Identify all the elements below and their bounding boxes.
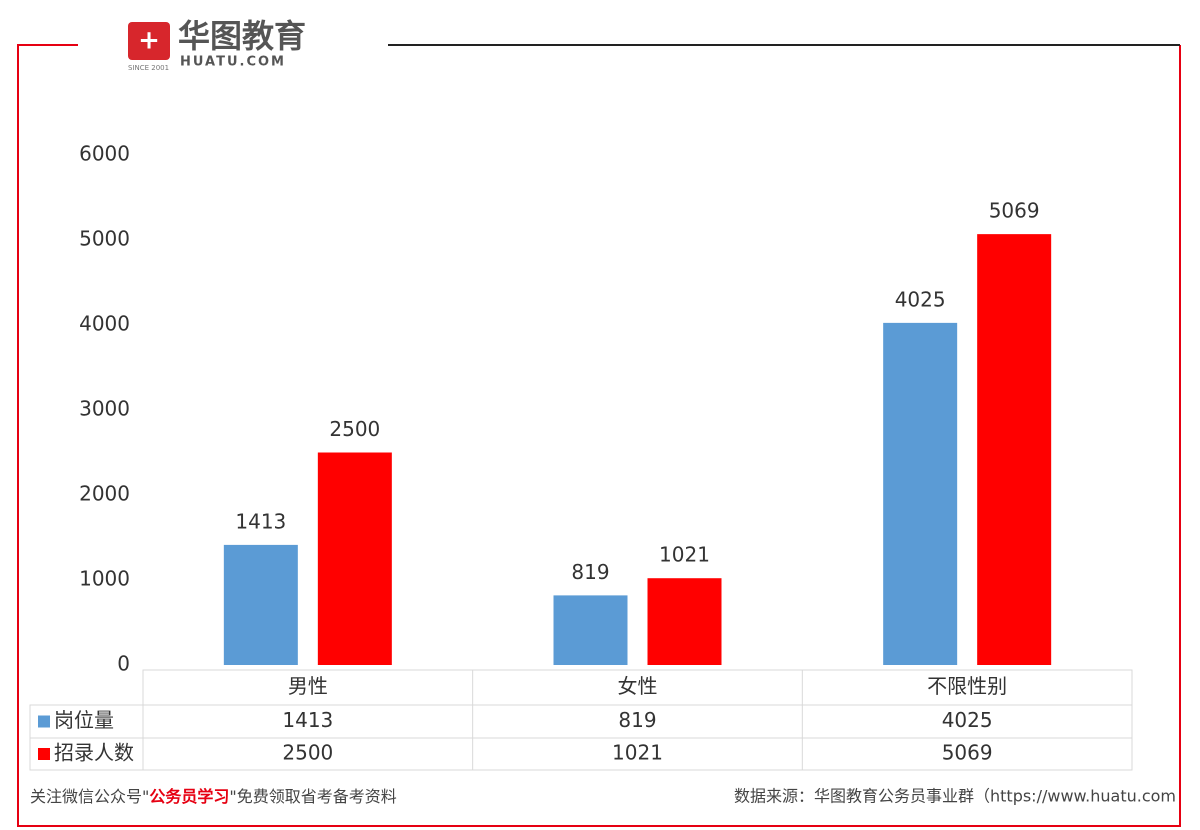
- logo-icon: [128, 22, 170, 60]
- frame: [17, 44, 1181, 827]
- logo-glyph: +: [138, 26, 160, 56]
- y-tick-label: 6000: [79, 142, 130, 166]
- y-tick-label: 2000: [79, 482, 130, 506]
- y-tick-label: 3000: [79, 397, 130, 421]
- table-cell: 1021: [612, 741, 663, 765]
- table-cell: 1413: [282, 708, 333, 732]
- logo-since: SINCE 2001: [128, 64, 169, 72]
- y-tick-label: 4000: [79, 312, 130, 336]
- x-tick-label: 女性: [618, 674, 658, 698]
- data-label: 2500: [329, 417, 380, 441]
- data-label: 5069: [989, 199, 1040, 223]
- y-tick-label: 0: [117, 652, 130, 676]
- footer-source: 数据来源：华图教育公务员事业群（https://www.huatu.com: [734, 787, 1176, 806]
- logo-site: HUATU.COM: [180, 55, 286, 70]
- legend-swatch: [38, 715, 50, 728]
- y-tick-label: 5000: [79, 227, 130, 251]
- legend-label: 岗位量: [54, 708, 114, 732]
- y-tick-label: 1000: [79, 567, 130, 591]
- data-label: 1413: [235, 509, 286, 533]
- bar: [977, 234, 1052, 665]
- bar: [883, 322, 958, 665]
- data-label: 819: [571, 560, 609, 584]
- table-cell: 5069: [942, 741, 993, 765]
- footer-highlight: 公务员学习: [149, 787, 229, 806]
- footer-suffix: "免费领取省考备考资料: [229, 787, 396, 806]
- x-tick-label: 不限性别: [927, 674, 1007, 698]
- bar: [647, 578, 722, 665]
- footer-prefix: 关注微信公众号": [30, 787, 149, 806]
- bar: [223, 544, 298, 665]
- x-tick-label: 男性: [288, 674, 328, 698]
- legend-label: 招录人数: [54, 741, 134, 765]
- bar: [553, 595, 628, 665]
- data-label: 4025: [895, 287, 946, 311]
- legend-swatch: [38, 748, 50, 760]
- table-cell: 4025: [942, 708, 993, 732]
- footer-note: 关注微信公众号"公务员学习"免费领取省考备考资料: [30, 787, 397, 806]
- logo-brand: 华图教育: [178, 17, 306, 55]
- table-cell: 819: [618, 708, 656, 732]
- bar: [317, 452, 392, 665]
- data-label: 1021: [659, 543, 710, 567]
- table-cell: 2500: [282, 741, 333, 765]
